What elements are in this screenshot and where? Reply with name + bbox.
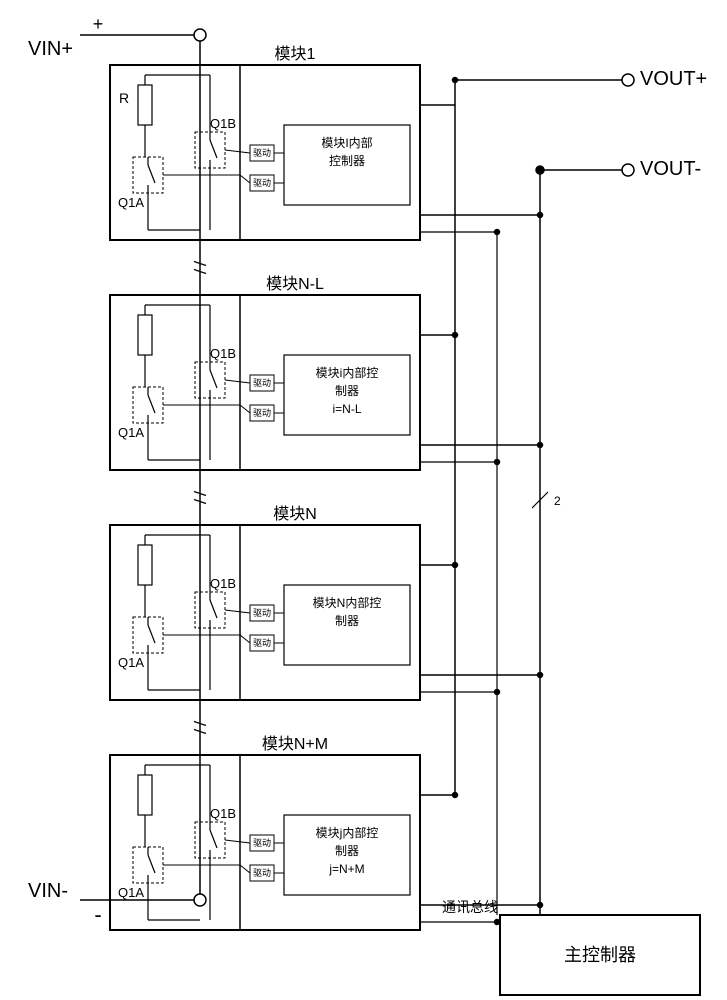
svg-text:Q1A: Q1A [118,425,144,440]
svg-text:模块N: 模块N [273,505,317,523]
svg-text:通讯总线: 通讯总线 [442,899,498,915]
svg-text:j=N+M: j=N+M [328,862,364,876]
svg-text:R: R [119,90,129,106]
svg-text:Q1A: Q1A [118,885,144,900]
svg-text:主控制器: 主控制器 [564,945,636,965]
svg-text:驱动: 驱动 [253,868,271,878]
svg-text:模块N内部控: 模块N内部控 [313,595,382,610]
svg-text:2: 2 [554,494,561,508]
svg-text:模块N+M: 模块N+M [262,735,328,753]
svg-text:i=N-L: i=N-L [332,402,361,416]
svg-text:模块i内部控: 模块i内部控 [316,365,379,380]
svg-text:Q1B: Q1B [210,346,236,361]
svg-text:Q1B: Q1B [210,116,236,131]
svg-text:Q1A: Q1A [118,195,144,210]
svg-text:VIN-: VIN- [28,880,68,902]
svg-text:Q1B: Q1B [210,576,236,591]
svg-text:驱动: 驱动 [253,838,271,848]
svg-text:模块I内部: 模块I内部 [321,135,372,150]
svg-text:模块1: 模块1 [275,45,316,63]
svg-text:控制器: 控制器 [329,154,365,168]
svg-text:制器: 制器 [335,614,359,628]
svg-text:模块j内部控: 模块j内部控 [316,825,379,840]
svg-text:Q1A: Q1A [118,655,144,670]
svg-text:驱动: 驱动 [253,408,271,418]
svg-text:VOUT-: VOUT- [640,158,701,180]
svg-text:模块N-L: 模块N-L [266,275,324,293]
svg-text:驱动: 驱动 [253,378,271,388]
svg-text:驱动: 驱动 [253,178,271,188]
svg-text:驱动: 驱动 [253,148,271,158]
svg-text:VIN+: VIN+ [28,38,73,60]
svg-text:-: - [94,902,101,927]
svg-text:Q1B: Q1B [210,806,236,821]
svg-text:驱动: 驱动 [253,638,271,648]
svg-text:VOUT+: VOUT+ [640,68,707,90]
svg-text:制器: 制器 [335,384,359,398]
svg-text:制器: 制器 [335,844,359,858]
svg-text:驱动: 驱动 [253,608,271,618]
svg-text:+: + [93,14,104,34]
